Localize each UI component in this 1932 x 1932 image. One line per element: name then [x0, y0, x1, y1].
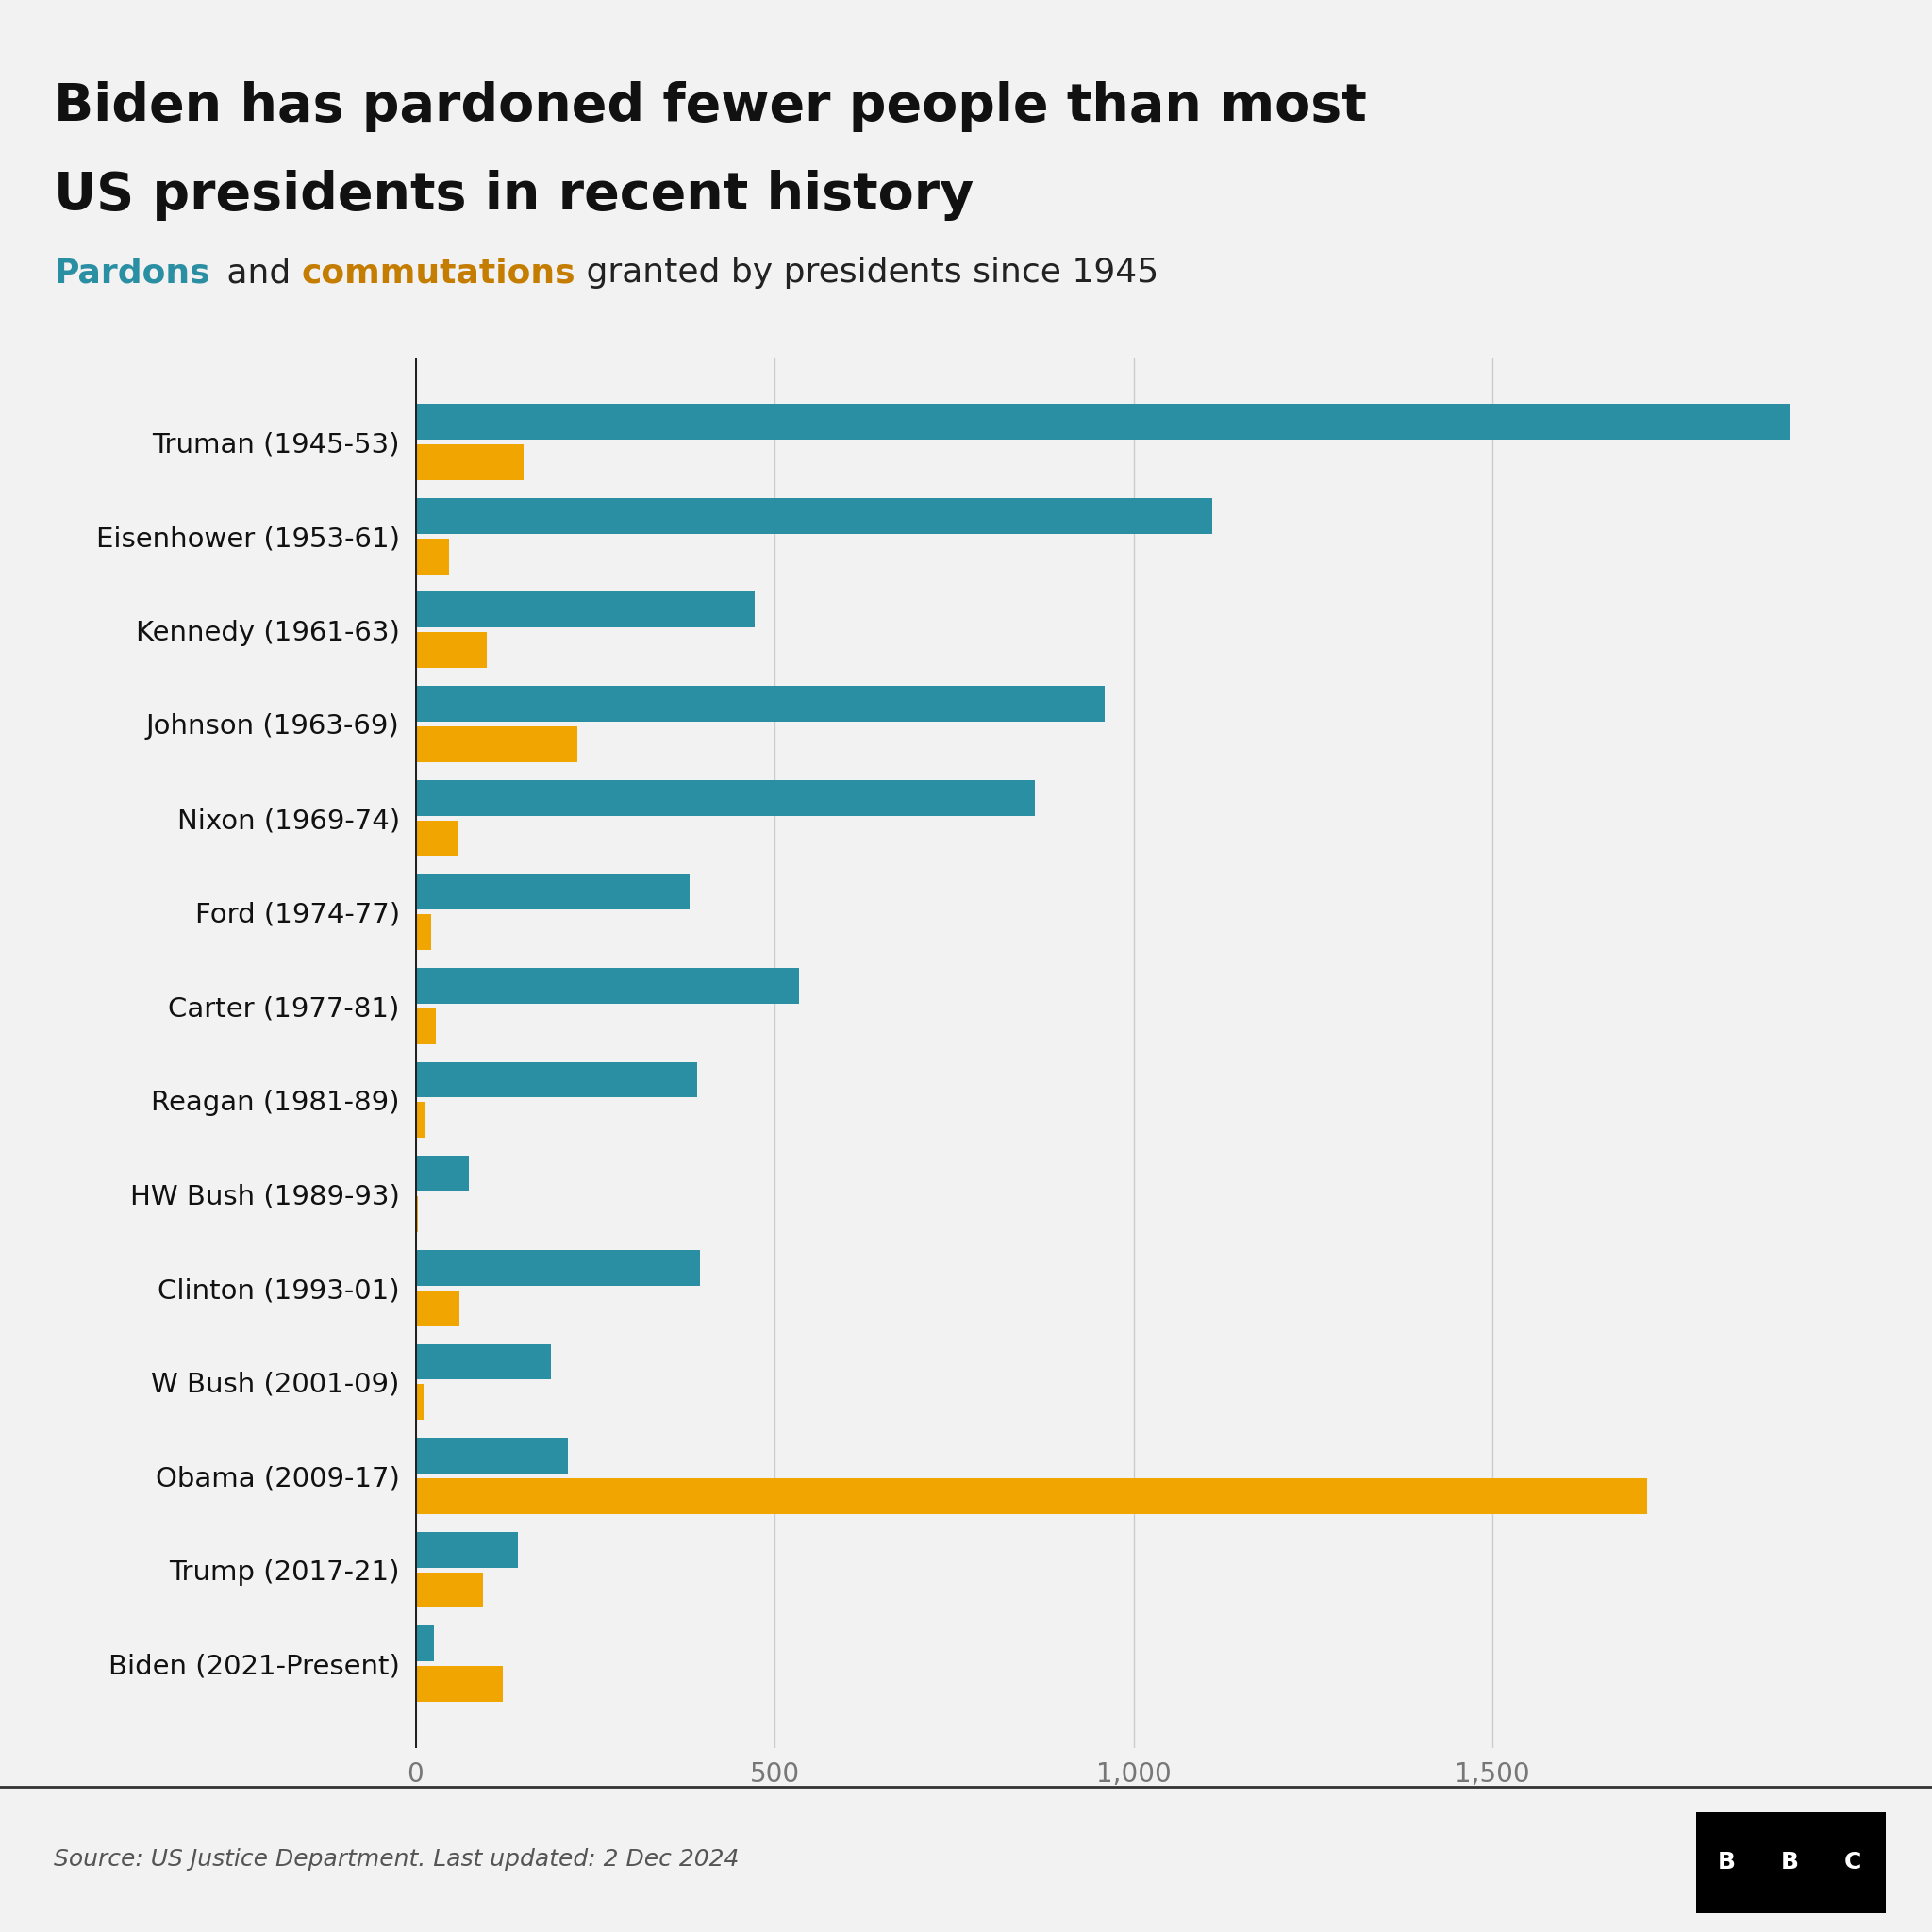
Bar: [415, 1291, 460, 1325]
Bar: [415, 968, 798, 1003]
Text: granted by presidents since 1945: granted by presidents since 1945: [576, 257, 1159, 290]
Bar: [415, 1478, 1646, 1515]
Bar: [415, 1532, 518, 1567]
Bar: [415, 1009, 437, 1043]
Bar: [415, 914, 431, 951]
Text: Pardons: Pardons: [54, 257, 211, 290]
Bar: [415, 444, 524, 479]
Text: B: B: [1718, 1851, 1735, 1874]
Bar: [415, 873, 690, 910]
Bar: [415, 1196, 417, 1233]
Bar: [415, 404, 1789, 440]
Bar: [415, 1250, 699, 1285]
Bar: [415, 539, 448, 574]
Bar: [415, 686, 1105, 723]
Text: Source: US Justice Department. Last updated: 2 Dec 2024: Source: US Justice Department. Last upda…: [54, 1849, 740, 1870]
Text: B: B: [1781, 1851, 1799, 1874]
Bar: [415, 821, 458, 856]
Bar: [415, 781, 1036, 815]
Bar: [415, 1063, 697, 1097]
Bar: [415, 1665, 502, 1702]
FancyBboxPatch shape: [1826, 1818, 1880, 1907]
Bar: [415, 498, 1213, 533]
Bar: [415, 1155, 469, 1192]
Text: and: and: [216, 257, 301, 290]
Bar: [415, 1103, 425, 1138]
Bar: [415, 1627, 435, 1662]
Bar: [415, 591, 753, 628]
Bar: [415, 1573, 483, 1607]
Text: US presidents in recent history: US presidents in recent history: [54, 170, 974, 220]
Bar: [415, 726, 578, 761]
Bar: [415, 1345, 551, 1379]
Bar: [415, 1383, 423, 1420]
Text: C: C: [1845, 1851, 1861, 1874]
FancyBboxPatch shape: [1762, 1818, 1818, 1907]
FancyBboxPatch shape: [1698, 1818, 1754, 1907]
Bar: [415, 632, 487, 668]
Text: commutations: commutations: [301, 257, 576, 290]
Text: Biden has pardoned fewer people than most: Biden has pardoned fewer people than mos…: [54, 81, 1368, 131]
Bar: [415, 1437, 568, 1474]
